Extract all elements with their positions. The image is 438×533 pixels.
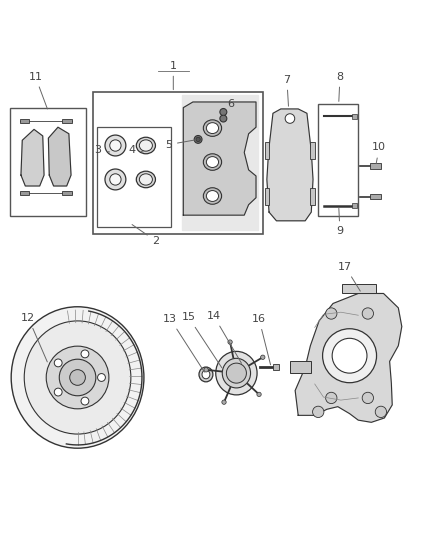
Polygon shape: [182, 95, 258, 230]
Circle shape: [322, 329, 377, 383]
Circle shape: [220, 109, 227, 116]
Ellipse shape: [139, 140, 152, 151]
Bar: [97, 127, 171, 228]
Circle shape: [362, 308, 374, 319]
Ellipse shape: [216, 351, 257, 395]
Circle shape: [59, 359, 96, 396]
Circle shape: [362, 392, 374, 403]
Polygon shape: [184, 102, 256, 215]
Polygon shape: [21, 130, 44, 186]
Circle shape: [222, 400, 226, 405]
Polygon shape: [295, 294, 402, 422]
Circle shape: [196, 137, 200, 142]
Bar: [311, 142, 315, 158]
Circle shape: [81, 397, 89, 405]
Circle shape: [332, 338, 367, 373]
Text: 2: 2: [132, 224, 159, 246]
Polygon shape: [267, 109, 313, 221]
Text: 3: 3: [95, 145, 110, 155]
Circle shape: [54, 359, 62, 367]
Ellipse shape: [202, 370, 210, 379]
Bar: [10, 108, 86, 216]
Bar: [265, 188, 269, 205]
Circle shape: [46, 346, 109, 409]
Circle shape: [54, 388, 62, 396]
Ellipse shape: [136, 137, 155, 154]
Circle shape: [325, 308, 337, 319]
Circle shape: [226, 363, 247, 383]
Circle shape: [105, 169, 126, 190]
Ellipse shape: [206, 191, 219, 201]
Text: 14: 14: [207, 311, 241, 364]
Text: 6: 6: [223, 99, 235, 115]
Bar: [352, 114, 357, 118]
Circle shape: [194, 135, 202, 143]
Text: 5: 5: [165, 140, 195, 150]
Bar: [342, 284, 376, 294]
Circle shape: [70, 370, 85, 385]
Circle shape: [285, 114, 295, 123]
Ellipse shape: [24, 321, 131, 434]
Text: 13: 13: [163, 314, 205, 372]
Bar: [371, 194, 381, 199]
Circle shape: [325, 392, 337, 403]
Text: 7: 7: [283, 75, 290, 106]
Polygon shape: [48, 127, 71, 186]
Text: 17: 17: [338, 262, 360, 291]
Circle shape: [105, 135, 126, 156]
Circle shape: [110, 140, 121, 151]
Bar: [20, 191, 29, 195]
Bar: [318, 104, 358, 216]
Text: 11: 11: [28, 71, 47, 109]
Text: 8: 8: [336, 71, 343, 101]
Circle shape: [257, 392, 261, 397]
Bar: [273, 365, 279, 370]
Text: 10: 10: [372, 142, 386, 164]
Text: 1: 1: [170, 61, 177, 90]
Text: 16: 16: [252, 314, 271, 365]
Circle shape: [81, 350, 89, 358]
Circle shape: [313, 406, 324, 417]
Bar: [371, 163, 381, 169]
Text: 12: 12: [21, 313, 47, 362]
Circle shape: [204, 368, 208, 372]
Ellipse shape: [206, 123, 219, 134]
Circle shape: [375, 406, 387, 417]
Circle shape: [220, 115, 227, 122]
Ellipse shape: [199, 367, 213, 382]
Text: 4: 4: [128, 145, 143, 155]
Bar: [20, 119, 29, 123]
Text: 15: 15: [181, 312, 222, 368]
Circle shape: [261, 355, 265, 359]
Bar: [62, 119, 72, 123]
Bar: [93, 92, 262, 234]
Ellipse shape: [203, 188, 222, 204]
Bar: [290, 361, 311, 373]
Bar: [265, 142, 269, 158]
Ellipse shape: [139, 174, 152, 185]
Ellipse shape: [222, 358, 251, 388]
Ellipse shape: [136, 171, 155, 188]
Bar: [311, 188, 315, 205]
Ellipse shape: [206, 157, 219, 167]
Text: 9: 9: [336, 208, 343, 237]
Circle shape: [98, 374, 106, 382]
Ellipse shape: [203, 154, 222, 171]
Circle shape: [110, 174, 121, 185]
Bar: [62, 191, 72, 195]
Ellipse shape: [203, 120, 222, 136]
Circle shape: [228, 340, 232, 344]
Ellipse shape: [11, 307, 144, 448]
Bar: [352, 203, 357, 208]
